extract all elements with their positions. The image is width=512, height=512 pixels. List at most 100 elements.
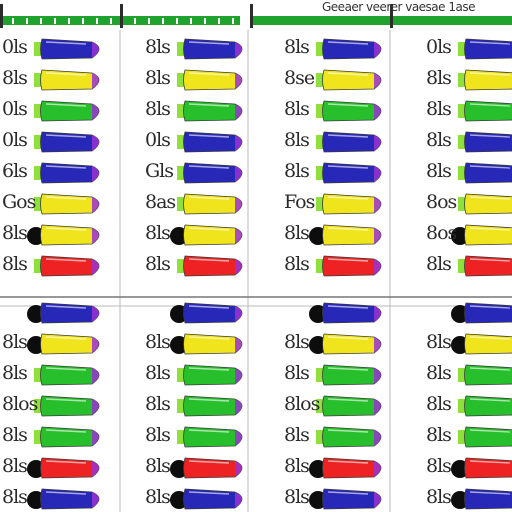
bullet-highlight bbox=[188, 336, 230, 340]
bullet-highlight bbox=[327, 460, 369, 464]
row-label: 8ls bbox=[284, 36, 310, 58]
bullet-highlight bbox=[188, 72, 230, 76]
bullet-highlight bbox=[469, 305, 511, 309]
row-label: 8ls bbox=[2, 424, 28, 446]
bullet-highlight bbox=[327, 398, 369, 402]
row-label: 8ls bbox=[2, 362, 28, 384]
header-notch bbox=[148, 18, 150, 24]
row-label: 8ls bbox=[145, 98, 171, 120]
row-label: 8ls bbox=[2, 253, 28, 275]
header-notch bbox=[12, 18, 14, 24]
bullet-highlight bbox=[45, 165, 87, 169]
bullet-tip bbox=[235, 259, 242, 275]
bullet-highlight bbox=[469, 165, 511, 169]
bullet-tip bbox=[235, 492, 242, 508]
bullet-highlight bbox=[327, 227, 369, 231]
row-marker-tab bbox=[458, 104, 465, 118]
row-marker-tab bbox=[316, 430, 323, 444]
row-marker-tab bbox=[177, 73, 184, 87]
bullet-highlight bbox=[327, 103, 369, 107]
row-label: 8ls bbox=[284, 486, 310, 508]
bullet-highlight bbox=[45, 398, 87, 402]
bullet-highlight bbox=[188, 103, 230, 107]
bullet-tip bbox=[235, 228, 242, 244]
bullet-highlight bbox=[188, 367, 230, 371]
row-label: 8ls bbox=[426, 160, 452, 182]
header-notch bbox=[218, 18, 220, 24]
row-marker-tab bbox=[316, 368, 323, 382]
row-label: 8ls bbox=[145, 362, 171, 384]
bullet-tip bbox=[374, 135, 381, 151]
row-label: 8ls bbox=[284, 98, 310, 120]
bullet-highlight bbox=[45, 103, 87, 107]
header-notch bbox=[162, 18, 164, 24]
row-marker-tab bbox=[177, 42, 184, 56]
bullet-tip bbox=[92, 430, 99, 446]
header-notch bbox=[40, 18, 42, 24]
row-label: 8ls bbox=[426, 253, 452, 275]
row-label: 8ls bbox=[145, 393, 171, 415]
bullet-highlight bbox=[188, 305, 230, 309]
row-label: 8ls bbox=[426, 98, 452, 120]
header-tick bbox=[0, 4, 3, 28]
row-marker-tab bbox=[316, 73, 323, 87]
row-marker-tab bbox=[316, 42, 323, 56]
row-label: 8ls bbox=[426, 331, 452, 353]
bullet-highlight bbox=[45, 134, 87, 138]
bullet-tip bbox=[235, 197, 242, 213]
row-marker-tab bbox=[458, 259, 465, 273]
row-label: 0ls bbox=[145, 129, 171, 151]
bullet-tip bbox=[374, 306, 381, 322]
bullet-tip bbox=[92, 104, 99, 120]
row-label: 0ls bbox=[2, 98, 28, 120]
row-label: 0ls bbox=[2, 129, 28, 151]
row-marker-tab bbox=[316, 197, 323, 211]
bullet-highlight bbox=[469, 103, 511, 107]
bullet-highlight bbox=[188, 227, 230, 231]
bullet-tip bbox=[92, 42, 99, 58]
bullet-tip bbox=[374, 399, 381, 415]
row-label: 0ls bbox=[426, 36, 452, 58]
bullet-highlight bbox=[327, 41, 369, 45]
row-marker-tab bbox=[34, 166, 41, 180]
bullet-tip bbox=[92, 337, 99, 353]
row-marker-tab bbox=[177, 399, 184, 413]
bullet-tip bbox=[235, 461, 242, 477]
bullet-tip bbox=[374, 73, 381, 89]
bullet-highlight bbox=[327, 72, 369, 76]
row-label: Gls bbox=[145, 160, 174, 182]
row-marker-tab bbox=[458, 399, 465, 413]
row-marker-tab bbox=[458, 73, 465, 87]
row-marker-tab bbox=[177, 259, 184, 273]
bullet-highlight bbox=[327, 196, 369, 200]
bullet-tip bbox=[92, 166, 99, 182]
bullet-highlight bbox=[469, 258, 511, 262]
row-marker-tab bbox=[34, 42, 41, 56]
row-label: Gos bbox=[2, 191, 36, 213]
header-notch bbox=[26, 18, 28, 24]
bullet-highlight bbox=[188, 165, 230, 169]
bullet-tip bbox=[235, 368, 242, 384]
row-label: 8os bbox=[426, 191, 457, 213]
bullet-highlight bbox=[45, 258, 87, 262]
header-notch bbox=[54, 18, 56, 24]
bullet-tip bbox=[374, 337, 381, 353]
bullet-highlight bbox=[469, 336, 511, 340]
row-marker-tab bbox=[34, 104, 41, 118]
row-label: 8ls bbox=[2, 486, 28, 508]
row-marker-tab bbox=[177, 104, 184, 118]
bullet-highlight bbox=[188, 196, 230, 200]
bullet-highlight bbox=[188, 258, 230, 262]
row-label: 8ls bbox=[284, 331, 310, 353]
row-label: 8ls bbox=[145, 222, 171, 244]
bullet-tip bbox=[374, 104, 381, 120]
bullet-tip bbox=[374, 430, 381, 446]
bullet-tip bbox=[374, 492, 381, 508]
bullet-highlight bbox=[469, 72, 511, 76]
row-label: 8ls bbox=[426, 67, 452, 89]
row-marker-tab bbox=[316, 135, 323, 149]
bullet-highlight bbox=[188, 134, 230, 138]
row-label: 8se bbox=[284, 67, 315, 89]
bullet-highlight bbox=[469, 41, 511, 45]
bullet-highlight bbox=[45, 429, 87, 433]
